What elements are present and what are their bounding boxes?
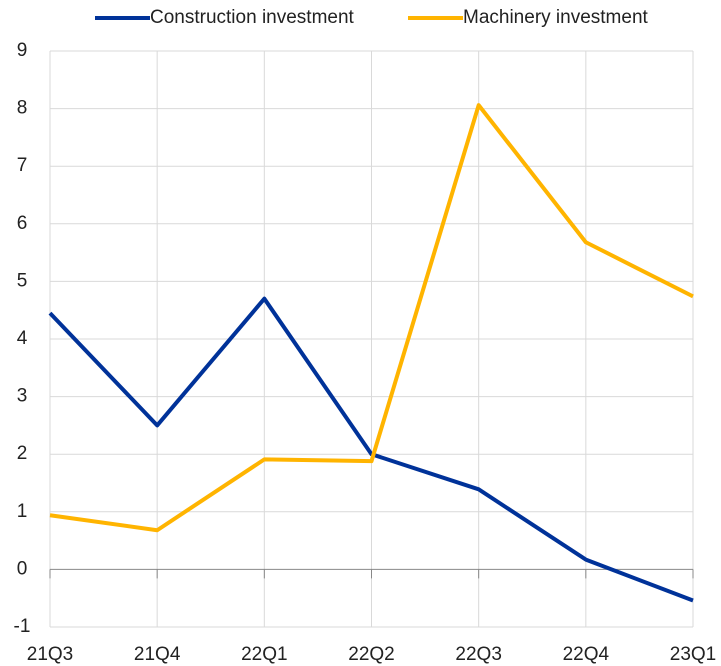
y-tick-label: 0 bbox=[17, 558, 28, 579]
y-tick-label: 9 bbox=[17, 40, 28, 61]
x-tick-label: 23Q1 bbox=[670, 644, 716, 665]
y-tick-label: 5 bbox=[17, 270, 28, 291]
x-tick-label: 22Q1 bbox=[241, 644, 287, 665]
x-tick-label: 22Q4 bbox=[563, 644, 610, 665]
legend-label: Construction investment bbox=[150, 7, 355, 28]
y-tick-label: 1 bbox=[17, 501, 28, 522]
y-tick-label: 7 bbox=[17, 155, 28, 176]
x-tick-label: 21Q3 bbox=[27, 644, 73, 665]
y-tick-label: 4 bbox=[17, 328, 28, 349]
y-tick-label: 2 bbox=[17, 443, 28, 464]
series-line bbox=[49, 103, 694, 533]
legend-label: Machinery investment bbox=[463, 7, 649, 28]
x-tick-label: 22Q3 bbox=[455, 644, 501, 665]
x-tick-label: 21Q4 bbox=[134, 644, 181, 665]
y-tick-label: 6 bbox=[17, 213, 28, 234]
y-tick-label: 3 bbox=[17, 386, 28, 407]
y-tick-label: 8 bbox=[17, 98, 28, 119]
y-tick-label: -1 bbox=[14, 616, 31, 637]
x-tick-label: 22Q2 bbox=[348, 644, 394, 665]
